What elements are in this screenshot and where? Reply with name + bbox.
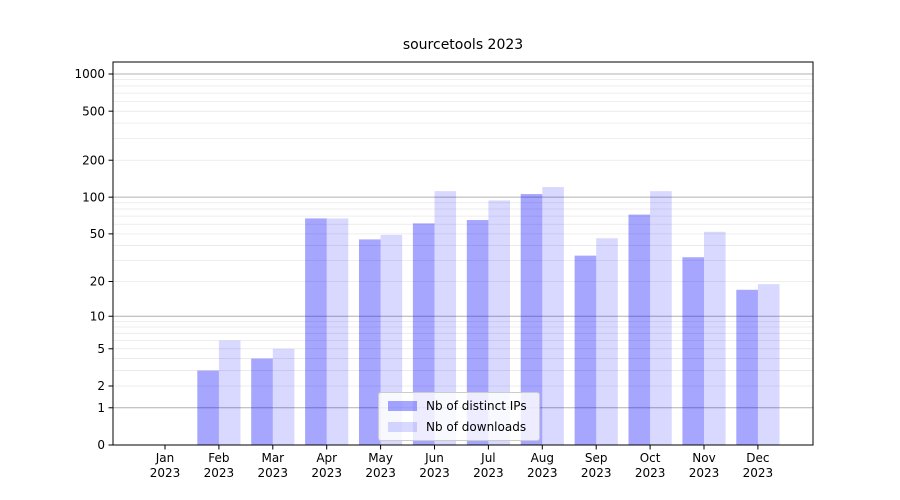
bar: [305, 218, 327, 445]
x-tick-label-month: May: [368, 451, 393, 465]
legend-label-downloads: Nb of downloads: [426, 420, 527, 434]
x-tick-label-year: 2023: [635, 466, 666, 480]
y-tick-label: 100: [82, 190, 105, 204]
bar: [757, 284, 780, 445]
x-tick-label-month: Dec: [746, 451, 769, 465]
bar: [326, 218, 349, 445]
y-tick-label: 1000: [74, 67, 105, 81]
legend: Nb of distinct IPs Nb of downloads: [378, 392, 540, 441]
legend-item-downloads: Nb of downloads: [388, 419, 527, 435]
y-tick-label: 10: [90, 309, 105, 323]
x-tick-label-year: 2023: [743, 466, 774, 480]
bar: [574, 255, 597, 445]
y-tick-label: 20: [90, 275, 105, 289]
x-tick-label-year: 2023: [527, 466, 558, 480]
x-tick-label-year: 2023: [581, 466, 612, 480]
x-tick-label-month: Mar: [261, 451, 284, 465]
x-tick-label-year: 2023: [204, 466, 235, 480]
bar: [736, 289, 758, 445]
bar: [542, 187, 564, 445]
bar: [682, 257, 704, 445]
x-tick-label-year: 2023: [689, 466, 720, 480]
bars-series-0: [197, 194, 758, 445]
bar: [272, 348, 295, 445]
bar: [628, 214, 651, 445]
x-tick-label-month: Jan: [155, 451, 175, 465]
x-tick-label-month: Jun: [424, 451, 444, 465]
x-tick-label-month: Nov: [692, 451, 715, 465]
x-tick-label-year: 2023: [311, 466, 342, 480]
bar: [197, 370, 219, 445]
bar: [596, 238, 618, 445]
x-tick-label-month: Aug: [531, 451, 554, 465]
bar: [488, 200, 510, 445]
bar: [520, 194, 543, 445]
y-tick-label: 500: [82, 104, 105, 118]
y-tick-label: 5: [97, 342, 105, 356]
x-tick-label-year: 2023: [419, 466, 450, 480]
bar: [434, 191, 457, 445]
legend-swatch-downloads: [388, 422, 417, 432]
y-tick-label: 50: [90, 227, 105, 241]
x-tick-label-year: 2023: [365, 466, 396, 480]
legend-item-distinct-ips: Nb of distinct IPs: [388, 398, 527, 414]
y-axis: 0 1 2 5 10 20 50 100 200 500 1000: [74, 67, 113, 452]
y-tick-label: 200: [82, 153, 105, 167]
x-tick-label-year: 2023: [150, 466, 181, 480]
legend-swatch-distinct-ips: [388, 401, 417, 411]
plot-frame: [112, 61, 814, 446]
x-tick-label-month: Sep: [585, 451, 608, 465]
bar: [704, 231, 726, 445]
bar: [466, 220, 489, 445]
y-tick-label: 2: [97, 379, 105, 393]
x-tick-label-month: Apr: [316, 451, 337, 465]
x-tick-label-year: 2023: [258, 466, 289, 480]
minor-gridlines: [113, 79, 813, 387]
x-tick-label-month: Jul: [480, 451, 495, 465]
bar: [650, 191, 672, 445]
x-tick-label-month: Oct: [640, 451, 661, 465]
x-tick-label-year: 2023: [473, 466, 504, 480]
bars-series-1: [218, 187, 780, 445]
bar: [251, 358, 273, 445]
bar: [359, 239, 381, 445]
bar: [412, 223, 435, 445]
legend-label-distinct-ips: Nb of distinct IPs: [426, 399, 527, 413]
chart-title: sourcetools 2023: [402, 37, 524, 53]
y-tick-label: 1: [97, 401, 105, 415]
x-tick-label-month: Feb: [208, 451, 229, 465]
bar: [218, 340, 241, 445]
x-axis: Jan2023Feb2023Mar2023Apr2023May2023Jun20…: [150, 445, 773, 480]
y-tick-label: 0: [97, 438, 105, 452]
